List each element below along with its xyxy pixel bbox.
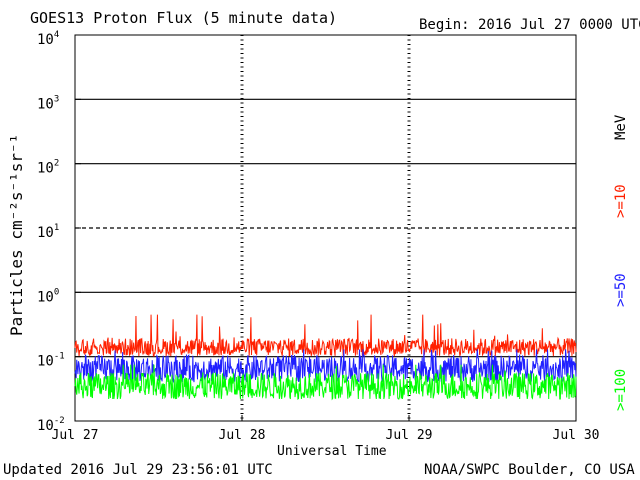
y-axis-label: Particles cm⁻²s⁻¹sr⁻¹ xyxy=(7,134,26,336)
series-line xyxy=(74,364,577,401)
y-tick-label: 102 xyxy=(37,159,59,177)
credit-label: NOAA/SWPC Boulder, CO USA xyxy=(424,462,635,478)
legend-series-100: >=100 xyxy=(613,369,629,411)
x-tick-label: Jul 28 xyxy=(219,428,266,443)
begin-label: Begin: 2016 Jul 27 0000 UTC xyxy=(419,17,640,33)
x-tick-labels: Jul 27 Jul 28 Jul 29 Jul 30 xyxy=(52,415,600,443)
y-tick-label: 100 xyxy=(37,287,59,305)
updated-label: Updated 2016 Jul 29 23:56:01 UTC xyxy=(3,462,273,478)
series-line xyxy=(74,314,577,357)
y-tick-label: 101 xyxy=(37,223,59,241)
x-tick-label: Jul 29 xyxy=(386,428,433,443)
x-axis-label: Universal Time xyxy=(277,444,387,459)
energy-unit-label: MeV xyxy=(613,114,629,140)
y-tick-label: 104 xyxy=(37,30,59,48)
y-tick-label: 10-1 xyxy=(37,352,65,370)
legend-series-10: >=10 xyxy=(613,184,629,218)
x-tick-label: Jul 30 xyxy=(553,428,600,443)
x-tick-label: Jul 27 xyxy=(52,428,99,443)
legend-series-50: >=50 xyxy=(613,273,629,307)
series-layer xyxy=(74,314,577,401)
chart-title: GOES13 Proton Flux (5 minute data) xyxy=(30,9,337,27)
gridlines xyxy=(75,98,576,358)
y-tick-label: 103 xyxy=(37,94,59,112)
